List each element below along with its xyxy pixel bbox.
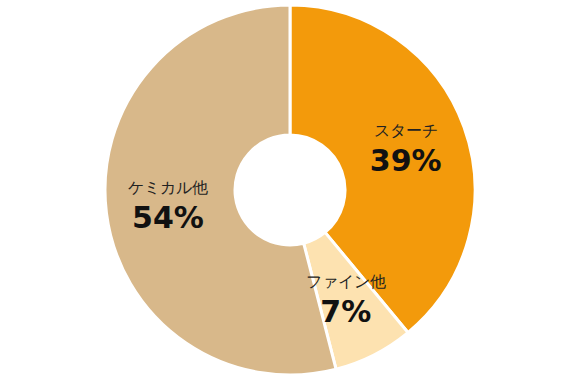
svg-text:ファイン他: ファイン他 [306,272,386,291]
svg-text:ケミカル他: ケミカル他 [128,178,208,197]
svg-text:スターチ: スターチ [374,121,438,140]
svg-text:54%: 54% [132,200,204,235]
svg-text:39%: 39% [370,143,442,178]
svg-text:7%: 7% [320,294,371,329]
